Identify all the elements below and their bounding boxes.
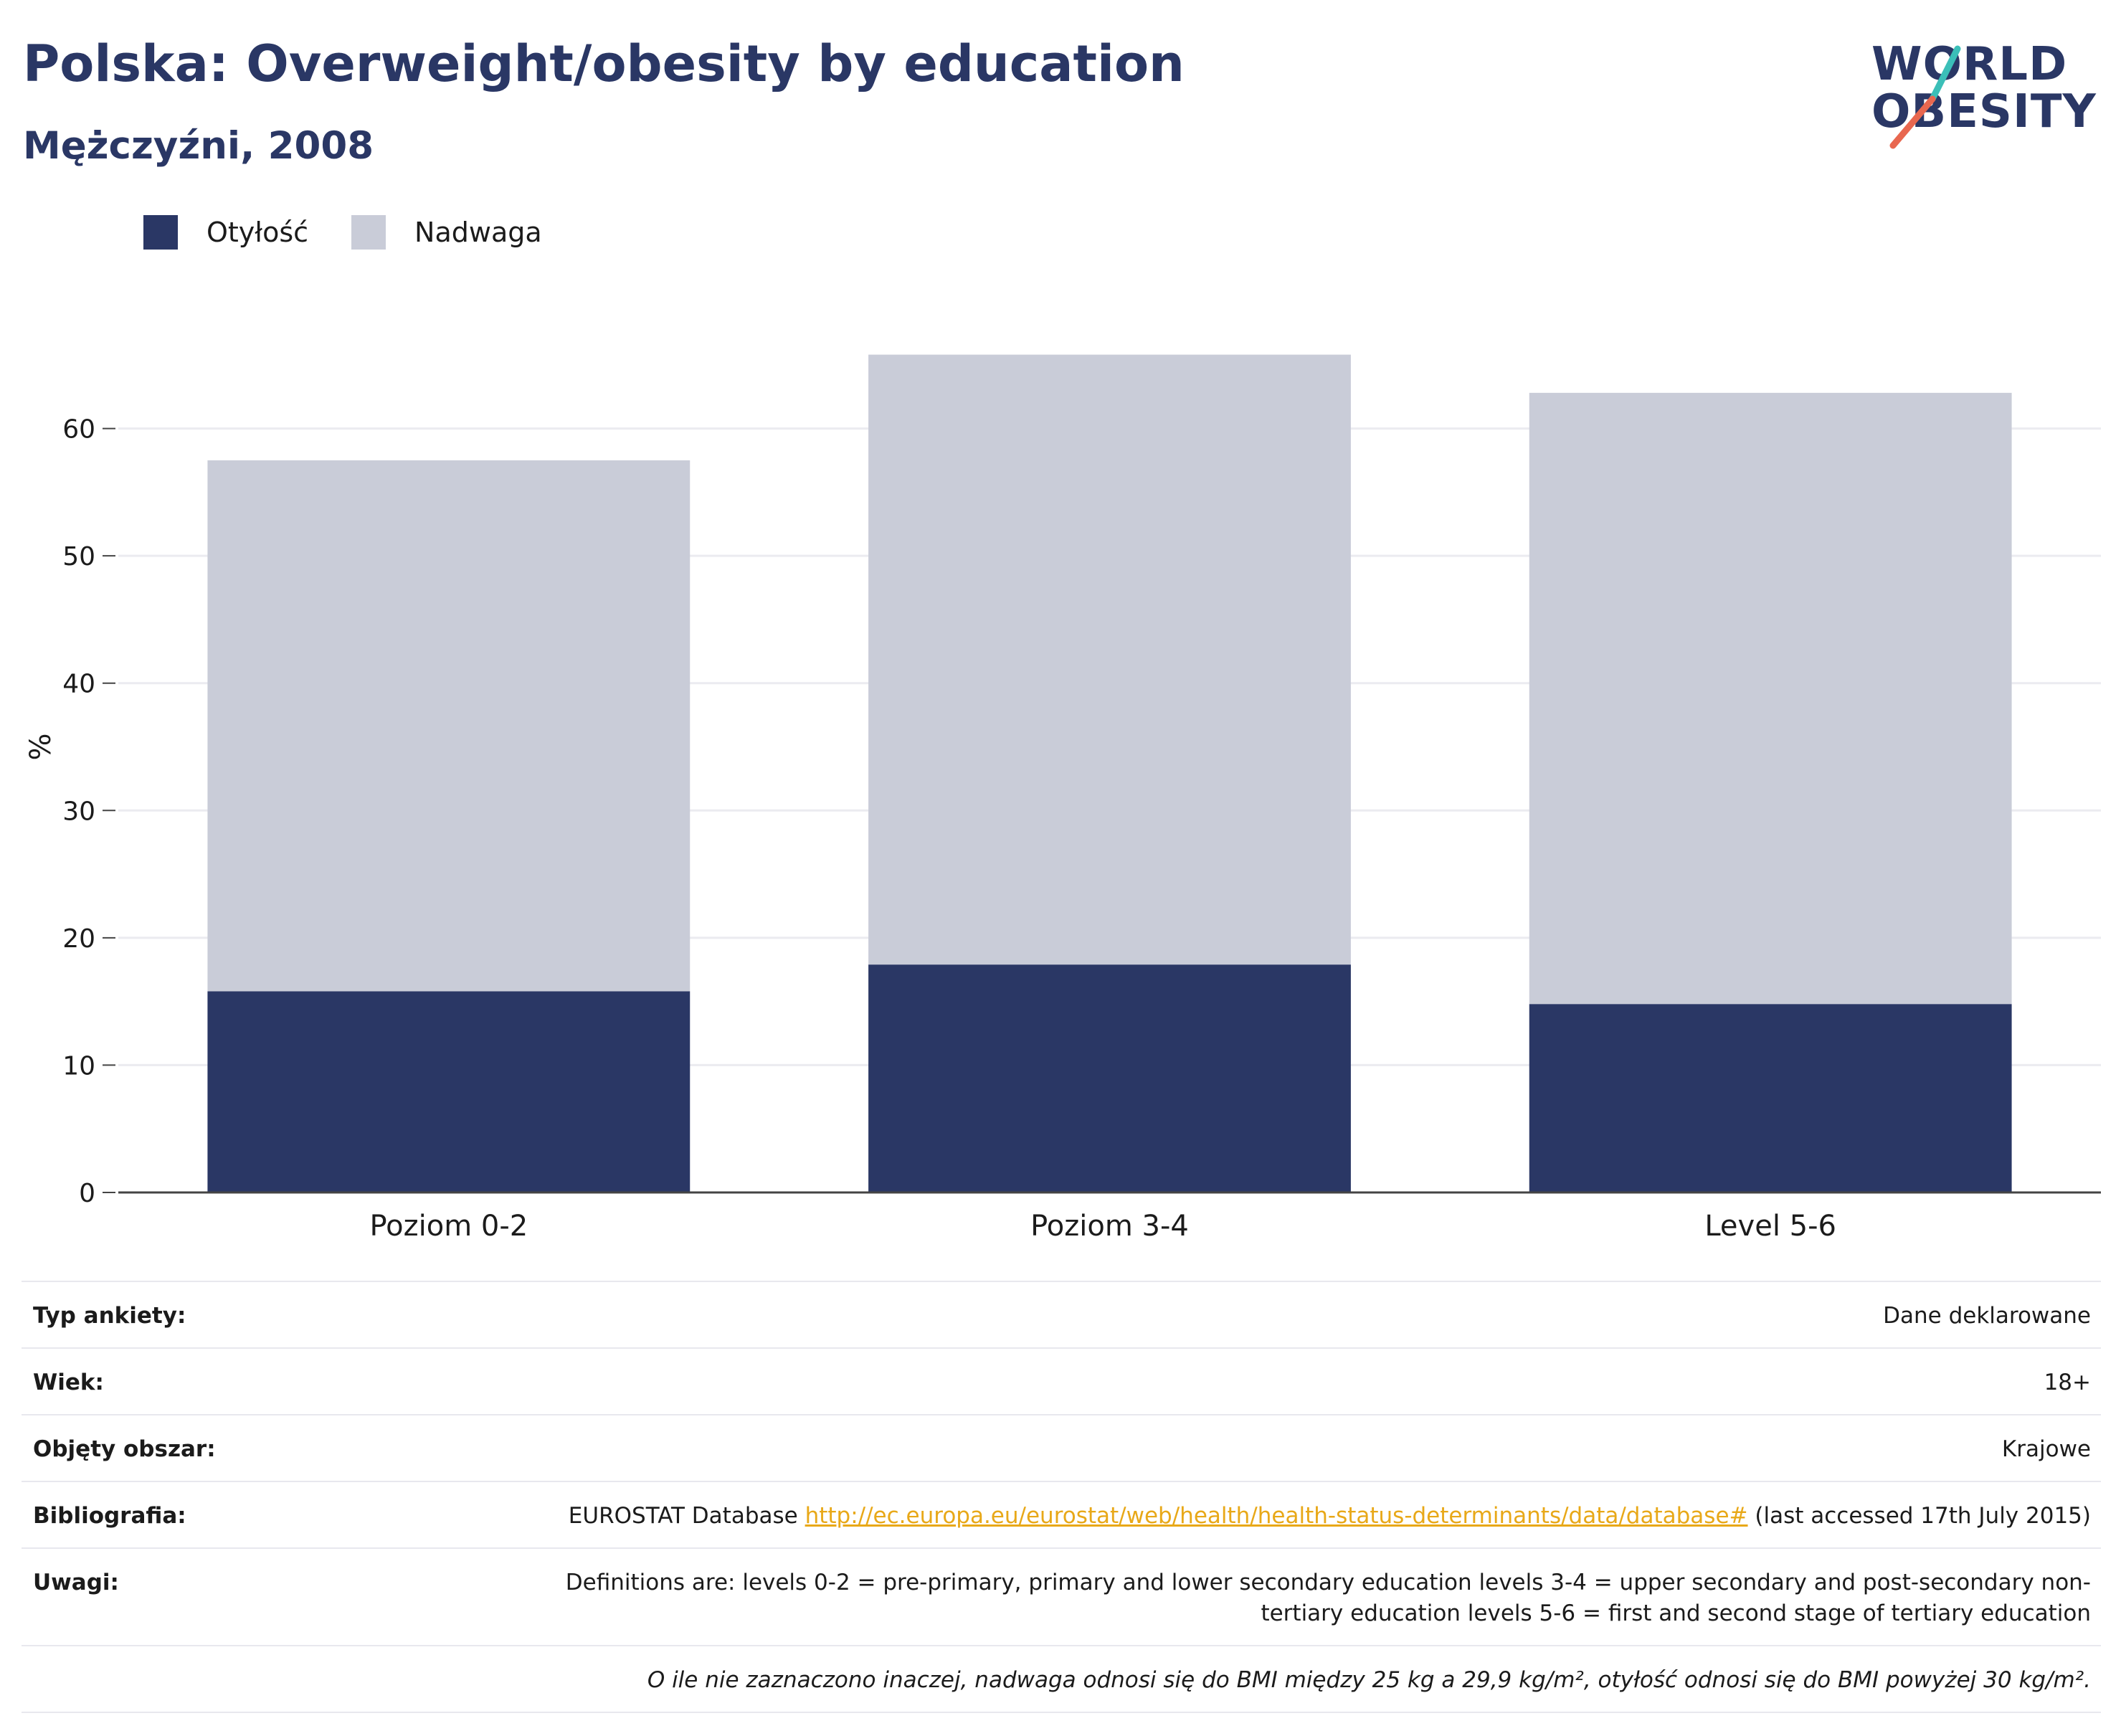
world-obesity-logo: WORLD OBESITY <box>1871 34 2101 156</box>
legend-item-overweight[interactable]: Nadwaga <box>351 215 542 250</box>
info-key: Objęty obszar: <box>33 1436 216 1462</box>
info-row-notes: Uwagi: Definitions are: levels 0-2 = pre… <box>22 1549 2101 1646</box>
bibliography-suffix: (last accessed 17th July 2015) <box>1747 1503 2091 1529</box>
info-row-bibliography: Bibliografia: EUROSTAT Database http://e… <box>22 1482 2101 1549</box>
x-tick-label: Level 5-6 <box>1704 1210 1836 1243</box>
info-row-coverage: Objęty obszar: Krajowe <box>22 1415 2101 1482</box>
legend-swatch-obesity <box>143 215 178 250</box>
x-tick-label: Poziom 0-2 <box>369 1210 528 1243</box>
info-value: 18+ <box>2044 1370 2091 1395</box>
y-tick-label: 20 <box>62 924 95 954</box>
info-key: Wiek: <box>33 1370 104 1395</box>
x-tick-label: Poziom 3-4 <box>1030 1210 1189 1243</box>
bar-obesity <box>207 991 691 1192</box>
stacked-bar-chart: 0 10 20 30 40 50 60% Poziom 0-2 Poziom 3-4 Level … <box>24 354 2101 1243</box>
bar-overweight <box>1529 392 2012 1005</box>
y-tick-label: 40 <box>62 670 95 699</box>
info-table: Typ ankiety: Dane deklarowane Wiek: 18+ … <box>22 1281 2101 1713</box>
y-tick-label: 0 <box>79 1179 95 1208</box>
info-value: Definitions are: levels 0-2 = pre-primar… <box>565 1570 2091 1626</box>
y-tick-label: 50 <box>62 542 95 571</box>
legend-label-overweight: Nadwaga <box>414 217 542 248</box>
chart-legend: Otyłość Nadwaga <box>143 214 585 251</box>
info-row-survey-type: Typ ankiety: Dane deklarowane <box>22 1282 2101 1349</box>
footnote: O ile nie zaznaczono inaczej, nadwaga od… <box>22 1646 2101 1713</box>
info-key: Typ ankiety: <box>33 1303 186 1329</box>
bibliography-prefix: EUROSTAT Database <box>568 1503 805 1529</box>
y-tick-label: 10 <box>62 1051 95 1081</box>
bar-overweight <box>868 354 1351 965</box>
y-tick-label: 60 <box>62 415 95 445</box>
info-row-age: Wiek: 18+ <box>22 1349 2101 1415</box>
info-value: EUROSTAT Database http://ec.europa.eu/eu… <box>435 1501 2091 1532</box>
logo-slash-icon <box>1889 45 1961 149</box>
info-key: Uwagi: <box>33 1570 119 1595</box>
y-tick-label: 30 <box>62 797 95 826</box>
chart-subtitle: Mężczyźni, 2008 <box>23 124 374 168</box>
logo-word-world: WORLD <box>1871 38 2068 91</box>
bar-obesity <box>868 964 1351 1192</box>
y-axis-title: % <box>24 733 57 760</box>
legend-swatch-overweight <box>351 215 386 250</box>
info-key: Bibliografia: <box>33 1503 186 1529</box>
footnote-text: O ile nie zaznaczono inaczej, nadwaga od… <box>647 1667 2091 1693</box>
info-value: Krajowe <box>2001 1436 2091 1462</box>
info-value: Dane deklarowane <box>1883 1303 2091 1329</box>
chart-title: Polska: Overweight/obesity by education <box>23 34 1185 93</box>
bar-obesity <box>1529 1004 2012 1192</box>
bibliography-link[interactable]: http://ec.europa.eu/eurostat/web/health/… <box>805 1503 1748 1529</box>
legend-item-obesity[interactable]: Otyłość <box>143 215 308 250</box>
legend-label-obesity: Otyłość <box>207 217 309 248</box>
bar-overweight <box>207 460 691 992</box>
